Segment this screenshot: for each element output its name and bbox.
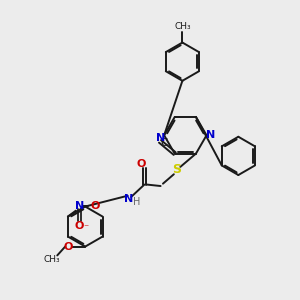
Text: ⁻: ⁻ xyxy=(83,223,88,233)
Text: N: N xyxy=(156,133,165,143)
Text: CH₃: CH₃ xyxy=(174,22,191,31)
Text: N: N xyxy=(124,194,133,204)
Text: CH₃: CH₃ xyxy=(43,255,60,264)
Text: H: H xyxy=(133,197,140,207)
Text: O: O xyxy=(136,159,146,169)
Text: S: S xyxy=(172,163,181,176)
Text: N: N xyxy=(206,130,215,140)
Text: O: O xyxy=(90,201,100,211)
Text: O: O xyxy=(75,221,84,231)
Text: C: C xyxy=(160,138,168,148)
Text: N: N xyxy=(75,201,84,211)
Text: O: O xyxy=(64,242,73,252)
